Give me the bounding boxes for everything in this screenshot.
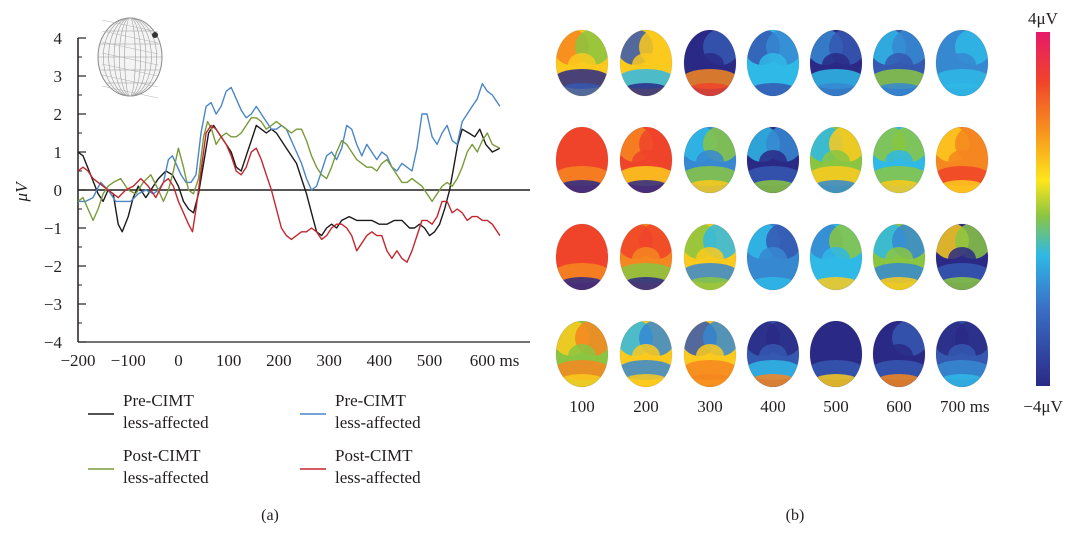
x-tick-label: 500 — [417, 351, 443, 370]
x-tick-label: 400 — [367, 351, 393, 370]
legend-label: less-affected — [123, 413, 209, 432]
time-label: 600 — [886, 397, 912, 416]
y-tick-label: 3 — [54, 67, 63, 86]
topo-map — [809, 223, 863, 291]
time-label: 700 ms — [940, 397, 990, 416]
x-tick-label: −100 — [111, 351, 146, 370]
topo-map — [746, 126, 800, 194]
panel-label-b: (b) — [786, 507, 805, 524]
topographic-maps-panel: 100 200 300 400 500 600 700 ms 4μV −4μV (b) — [555, 9, 1063, 524]
series-line-1 — [78, 124, 501, 237]
topo-map — [619, 29, 673, 97]
x-tick-labels: −200 −100 0 100 200 300 400 500 600 ms — [60, 351, 519, 370]
topo-map — [619, 126, 673, 194]
x-tick-label: −200 — [60, 351, 95, 370]
x-tick-label: 200 — [266, 351, 292, 370]
y-tick-label: 2 — [54, 105, 63, 124]
electrode-head-icon — [97, 17, 163, 99]
legend-label: Post-CIMT — [335, 446, 413, 465]
legend-label: less-affected — [335, 468, 421, 487]
topo-map — [683, 223, 737, 291]
topo-map — [935, 223, 989, 291]
colorbar-max-label: 4μV — [1028, 9, 1059, 28]
y-ticks: 4 3 2 1 0 −1 −2 −3 −4 — [44, 29, 86, 352]
line-chart-panel: 4 3 2 1 0 −1 −2 −3 −4 −200 −100 0 100 200 300 400 500 60… — [12, 17, 530, 524]
time-label: 300 — [697, 397, 723, 416]
x-tick-label: 0 — [174, 351, 183, 370]
y-tick-label: −3 — [44, 295, 62, 314]
series-line-2 — [78, 82, 501, 203]
legend-label: less-affected — [123, 468, 209, 487]
topo-map — [935, 126, 989, 194]
y-tick-label: −2 — [44, 257, 62, 276]
topo-map — [935, 320, 989, 388]
topo-map — [683, 126, 737, 194]
panel-label-a: (a) — [261, 507, 279, 524]
legend-label: Pre-CIMT — [335, 391, 406, 410]
topo-map — [809, 126, 863, 194]
x-tick-label: 600 ms — [470, 351, 520, 370]
series-line-3 — [78, 117, 501, 222]
topo-map — [872, 126, 926, 194]
topo-map — [872, 223, 926, 291]
topo-map — [809, 29, 863, 97]
topo-map-grid — [555, 29, 989, 388]
colorbar — [1036, 32, 1050, 386]
y-axis-label: μV — [12, 180, 31, 203]
time-label: 500 — [823, 397, 849, 416]
topo-map — [746, 223, 800, 291]
topo-map — [555, 223, 609, 291]
topo-map — [809, 320, 863, 388]
x-tick-label: 300 — [316, 351, 342, 370]
topo-map — [619, 223, 673, 291]
topo-map — [872, 320, 926, 388]
topo-map — [555, 29, 609, 97]
legend: Pre-CIMT less-affected Pre-CIMT less-affect… — [88, 391, 421, 487]
y-tick-label: −4 — [44, 333, 63, 352]
topo-map — [872, 29, 926, 97]
y-tick-label: 0 — [54, 181, 63, 200]
x-tick-label: 100 — [216, 351, 242, 370]
legend-label: Post-CIMT — [123, 446, 201, 465]
y-tick-label: 1 — [54, 143, 63, 162]
colorbar-min-label: −4μV — [1023, 397, 1063, 416]
topo-map — [746, 320, 800, 388]
time-label: 100 — [569, 397, 595, 416]
topo-map — [746, 29, 800, 97]
series-line-4 — [78, 124, 501, 263]
topo-map — [935, 29, 989, 97]
time-labels: 100 200 300 400 500 600 700 ms — [569, 397, 989, 416]
y-tick-label: 4 — [54, 29, 63, 48]
time-label: 400 — [760, 397, 786, 416]
legend-label: Pre-CIMT — [123, 391, 194, 410]
time-label: 200 — [633, 397, 659, 416]
series-lines — [78, 82, 501, 263]
topo-map — [555, 126, 609, 194]
topo-map — [683, 29, 737, 97]
topo-map — [555, 320, 609, 388]
legend-label: less-affected — [335, 413, 421, 432]
y-tick-label: −1 — [44, 219, 62, 238]
topo-map — [683, 320, 737, 388]
topo-map — [619, 320, 673, 388]
